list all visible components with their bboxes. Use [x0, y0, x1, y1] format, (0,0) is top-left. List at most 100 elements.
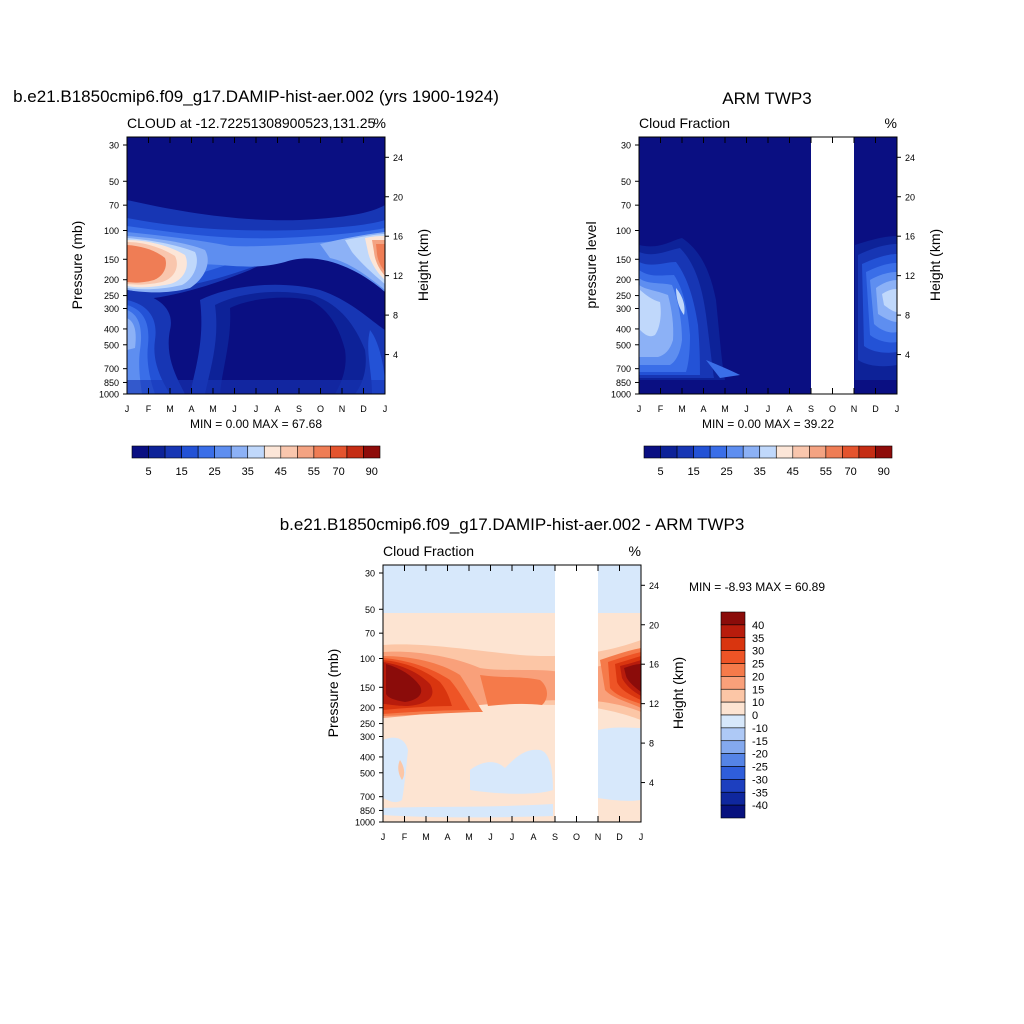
y-tick-label: 1000 [99, 390, 119, 400]
colorbar-swatch [693, 445, 711, 459]
colorbar-swatch [247, 445, 265, 459]
y-tick-label: 30 [109, 141, 119, 151]
x-tick-label: M [422, 832, 430, 842]
colorbar-swatch [230, 445, 249, 459]
colorbar-label: -35 [752, 787, 768, 799]
panel2-y-right-ticks: 24 20 16 12 8 4 [897, 153, 915, 360]
colorbar-label: 90 [366, 466, 378, 478]
panel2-ylabel-right: Height (km) [927, 229, 943, 301]
colorbar-label: 15 [687, 466, 699, 478]
y-tick-label: 250 [616, 291, 631, 301]
y-tick-label: 300 [104, 304, 119, 314]
y-right-tick-label: 20 [393, 192, 403, 202]
y-right-tick-label: 16 [905, 232, 915, 242]
colorbar-label: 25 [752, 659, 764, 671]
colorbar-label: 55 [308, 466, 320, 478]
y-tick-label: 70 [621, 201, 631, 211]
colorbar-swatch [197, 445, 215, 459]
x-tick-label: M [721, 404, 729, 414]
colorbar-swatch [720, 753, 746, 767]
x-tick-label: J [254, 404, 259, 414]
colorbar-swatch [720, 650, 746, 664]
colorbar-label: 35 [754, 466, 766, 478]
x-tick-label: J [125, 404, 130, 414]
colorbar-swatch [720, 740, 746, 754]
colorbar-swatch [148, 445, 166, 459]
colorbar-label: 0 [752, 710, 758, 722]
colorbar-label: -30 [752, 774, 768, 786]
panel3-ylabel: Pressure (mb) [325, 649, 341, 738]
y-right-tick-label: 16 [393, 232, 403, 242]
colorbar-swatch [720, 791, 746, 806]
colorbar-swatch [775, 445, 794, 459]
y-tick-label: 30 [621, 141, 631, 151]
colorbar-label: 15 [175, 466, 187, 478]
colorbar-label: 20 [752, 671, 764, 683]
colorbar-label: -40 [752, 800, 768, 812]
x-tick-label: J [766, 404, 771, 414]
y-tick-label: 700 [104, 364, 119, 374]
y-right-tick-label: 4 [649, 778, 654, 788]
colorbar-label: 10 [752, 697, 764, 709]
colorbar-label: 90 [878, 466, 890, 478]
colorbar-swatch [825, 445, 843, 459]
colorbar-label: 40 [752, 620, 764, 632]
colorbar-label: -20 [752, 749, 768, 761]
x-tick-label: J [232, 404, 237, 414]
y-tick-label: 100 [616, 226, 631, 236]
y-tick-label: 400 [360, 752, 375, 762]
panel-model: b.e21.B1850cmip6.f09_g17.DAMIP-hist-aer.… [13, 87, 499, 478]
colorbar-swatch [164, 445, 182, 459]
colorbar-swatch [676, 445, 694, 459]
panel2-subtitle-right: % [885, 115, 897, 131]
y-right-tick-label: 12 [393, 271, 403, 281]
colorbar-swatch [792, 445, 810, 459]
x-tick-label: M [166, 404, 174, 414]
x-tick-label: J [381, 832, 386, 842]
x-tick-label: F [146, 404, 152, 414]
colorbar-swatch [280, 445, 298, 459]
x-tick-label: D [360, 404, 367, 414]
y-tick-label: 50 [365, 605, 375, 615]
colorbar-swatch [330, 445, 348, 459]
y-right-tick-label: 8 [649, 739, 654, 749]
colorbar-label: -25 [752, 762, 768, 774]
colorbar-swatch [720, 779, 746, 793]
x-tick-label: A [444, 832, 450, 842]
x-tick-label: J [895, 404, 900, 414]
y-tick-label: 50 [621, 177, 631, 187]
y-tick-label: 100 [104, 226, 119, 236]
colorbar-swatch [346, 445, 364, 459]
y-right-tick-label: 24 [905, 153, 915, 163]
colorbar-label: 25 [209, 466, 221, 478]
colorbar-swatch [720, 676, 746, 690]
y-tick-label: 300 [360, 732, 375, 742]
colorbar-label: 70 [333, 466, 345, 478]
colorbar-swatch [181, 445, 199, 459]
colorbar-swatch [720, 688, 746, 703]
y-right-tick-label: 12 [649, 699, 659, 709]
x-tick-label: D [616, 832, 623, 842]
y-right-tick-label: 24 [649, 581, 659, 591]
x-tick-label: F [402, 832, 408, 842]
panel3-minmax: MIN = -8.93 MAX = 60.89 [689, 580, 825, 594]
colorbar-label: 35 [242, 466, 254, 478]
panel3-subtitle-right: % [629, 543, 641, 559]
y-tick-label: 850 [104, 378, 119, 388]
y-tick-label: 150 [104, 255, 119, 265]
colorbar-swatch [842, 445, 860, 459]
panel2-y-ticks: 30 50 70 100 150 200 250 300 400 500 700 850 1000 [611, 141, 639, 400]
x-tick-label: M [678, 404, 686, 414]
y-tick-label: 700 [360, 792, 375, 802]
colorbar-swatch [720, 714, 746, 729]
panel2-ylabel: pressure level [583, 221, 599, 308]
colorbar-label: 5 [145, 466, 151, 478]
y-tick-label: 700 [616, 364, 631, 374]
y-tick-label: 1000 [611, 390, 631, 400]
x-tick-label: J [510, 832, 515, 842]
colorbar-swatch [720, 663, 746, 677]
